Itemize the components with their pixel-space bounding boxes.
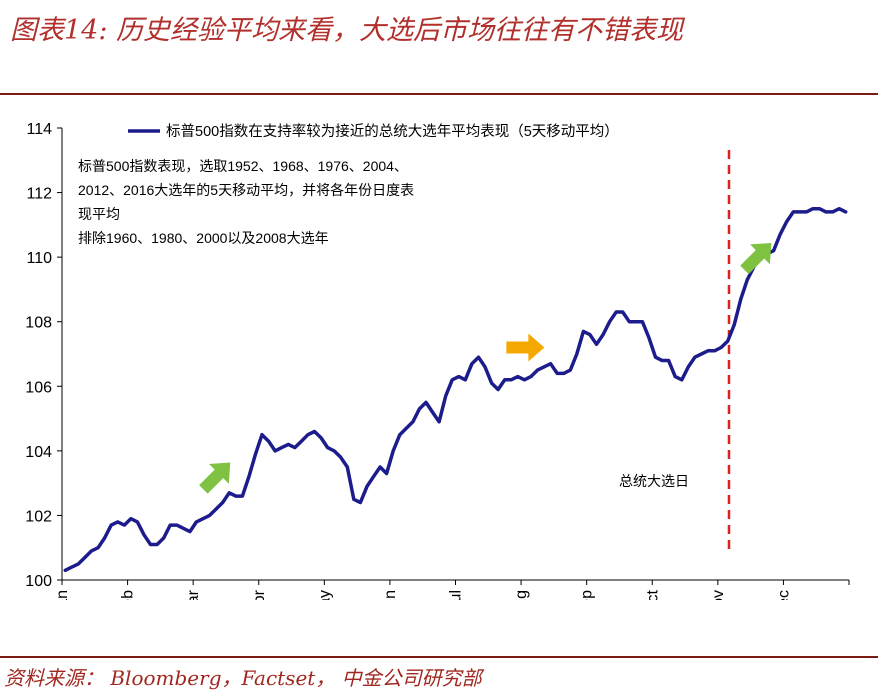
y-tick-label: 102 [25, 508, 52, 525]
x-tick-label: Oct [644, 589, 661, 600]
note-line: 现平均 [78, 206, 120, 222]
x-tick-label: Apr [251, 589, 268, 600]
y-tick-label: 112 [26, 186, 52, 203]
trend-arrow [506, 333, 545, 362]
y-tick-label: 110 [26, 250, 52, 267]
x-tick-label: Aug [513, 590, 530, 600]
y-tick-label: 100 [25, 573, 52, 590]
event-annotation: 总统大选日 [619, 473, 689, 489]
chart-title: 图表14: 历史经验平均来看，大选后市场往往有不错表现 [10, 15, 684, 46]
trend-arrow [199, 462, 231, 494]
source-rule [0, 656, 878, 658]
title-rule [0, 93, 878, 95]
legend-label: 标普500指数在支持率较为接近的总统大选年平均表现（5天移动平均） [166, 122, 619, 140]
x-tick-label: Jan [54, 590, 71, 600]
y-tick-label: 104 [25, 444, 52, 461]
note-line: 标普500指数表现，选取1952、1968、1976、2004、 [78, 158, 408, 174]
y-tick-label: 108 [25, 315, 52, 332]
axes-layer: 100 102 104 106 108 110 112 114 Jan Feb Mar Apr May J… [25, 121, 850, 600]
x-tick-label: Mar [185, 589, 202, 600]
series-line [63, 206, 848, 573]
x-tick-label: Nov [710, 590, 727, 600]
x-tick-label: Sep [579, 590, 596, 600]
x-tick-label: Jun [382, 590, 399, 600]
plot-layer [63, 150, 848, 573]
source-note: 资料来源： Bloomberg，Factset， 中金公司研究部 [4, 666, 482, 690]
x-tick-label: Dec [775, 590, 792, 600]
x-tick-label: Jul [448, 590, 465, 600]
x-tick-label: May [316, 590, 333, 600]
note-annotation: 标普500指数表现，选取1952、1968、1976、2004、 2012、201… [78, 158, 414, 246]
y-tick-label: 114 [26, 121, 52, 138]
line-chart: 100 102 104 106 108 110 112 114 Jan Feb Mar Apr May J… [25, 121, 850, 600]
x-tick-label: Feb [120, 590, 137, 600]
note-line: 排除1960、1980、2000以及2008大选年 [78, 230, 329, 246]
trend-arrow [740, 243, 772, 275]
note-line: 2012、2016大选年的5天移动平均，并将各年份日度表 [78, 182, 414, 198]
y-tick-label: 106 [25, 379, 52, 396]
